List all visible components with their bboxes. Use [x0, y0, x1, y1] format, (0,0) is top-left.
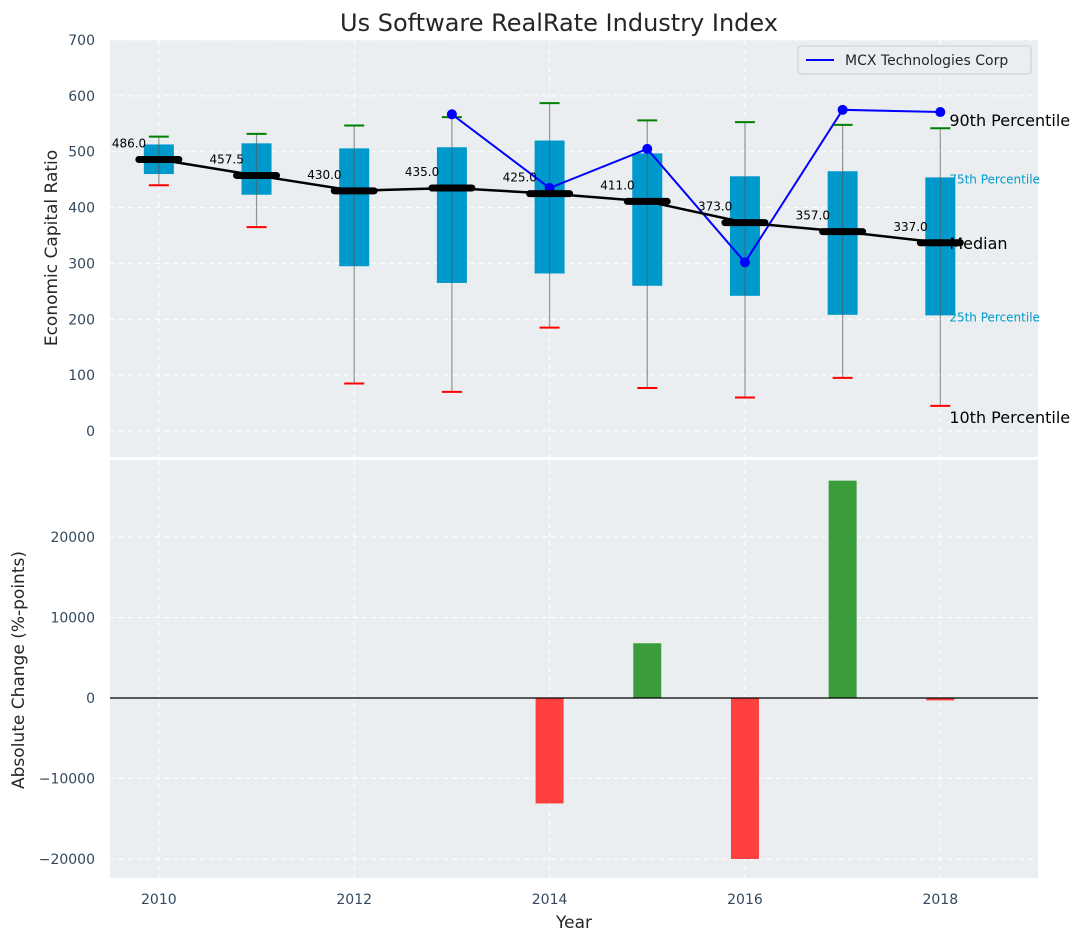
y-tick-label: 0 [86, 424, 95, 440]
bottom-y-axis-label: Absolute Change (%-points) [9, 551, 29, 789]
bottom-panel: −20000 −10000 0 10000 20000 2010 2012 2014 2016… [9, 460, 1038, 933]
x-ticks: 2010 2012 2014 2016 2018 [141, 892, 958, 908]
median-value-label: 430.0 [307, 168, 341, 182]
median-value-label: 337.0 [893, 220, 927, 234]
top-y-ticks: 0 100 200 300 400 500 600 700 [68, 33, 95, 440]
annotation-p75: 75th Percentile [949, 172, 1040, 186]
company-point [642, 143, 653, 154]
y-tick-label: 700 [68, 33, 95, 49]
annotation-p90: 90th Percentile [949, 111, 1070, 130]
top-y-axis-label: Economic Capital Ratio [42, 150, 62, 346]
top-panel: 0 100 200 300 400 500 600 700 486.0 457.5 430.0 43… [42, 33, 1070, 457]
change-bars [535, 480, 955, 859]
chart-title: Us Software RealRate Industry Index [340, 9, 778, 37]
company-point [739, 257, 750, 268]
median-value-label: 486.0 [112, 137, 146, 151]
company-point [446, 109, 457, 120]
legend: MCX Technologies Corp [797, 45, 1032, 75]
median-value-label: 425.0 [503, 171, 537, 185]
y-tick-label: 300 [68, 256, 95, 272]
annotation-p10: 10th Percentile [949, 408, 1070, 427]
x-axis-label: Year [555, 913, 592, 933]
percentile-annotations: 90th Percentile 75th Percentile Median 25th… [949, 111, 1070, 427]
company-point [837, 104, 848, 115]
x-tick-label: 2016 [727, 892, 763, 908]
y-tick-label: −10000 [39, 772, 95, 788]
y-tick-label: 20000 [50, 530, 95, 546]
x-tick-label: 2014 [532, 892, 568, 908]
y-tick-label: 10000 [50, 611, 95, 627]
change-bar [926, 698, 955, 701]
y-tick-label: 600 [68, 89, 95, 105]
y-tick-label: 100 [68, 368, 95, 384]
change-bar [633, 643, 662, 698]
median-value-label: 457.5 [210, 152, 244, 166]
change-bar [828, 480, 857, 698]
y-tick-label: 0 [86, 691, 95, 707]
y-tick-label: −20000 [39, 852, 95, 868]
median-value-label: 357.0 [796, 209, 830, 223]
change-bar [730, 698, 759, 859]
bottom-plot-area [110, 460, 1038, 878]
median-series: 486.0 457.5 430.0 435.0 425.0 411.0 373.0 357.0… [112, 137, 964, 247]
bottom-y-ticks: −20000 −10000 0 10000 20000 [39, 530, 95, 868]
median-value-label: 411.0 [600, 178, 634, 192]
x-tick-label: 2010 [141, 892, 177, 908]
y-tick-label: 200 [68, 312, 95, 328]
top-plot-area [110, 40, 1038, 457]
median-value-label: 373.0 [698, 200, 732, 214]
y-tick-label: 500 [68, 145, 95, 161]
company-line [451, 108, 941, 264]
change-bar [535, 698, 564, 804]
annotation-p25: 25th Percentile [949, 310, 1040, 324]
y-tick-label: 400 [68, 201, 95, 217]
annotation-median: Median [949, 234, 1007, 253]
legend-label: MCX Technologies Corp [845, 53, 1008, 69]
x-tick-label: 2012 [336, 892, 372, 908]
company-point [935, 107, 946, 118]
top-boxes [143, 102, 956, 407]
median-value-label: 435.0 [405, 165, 439, 179]
x-tick-label: 2018 [922, 892, 958, 908]
